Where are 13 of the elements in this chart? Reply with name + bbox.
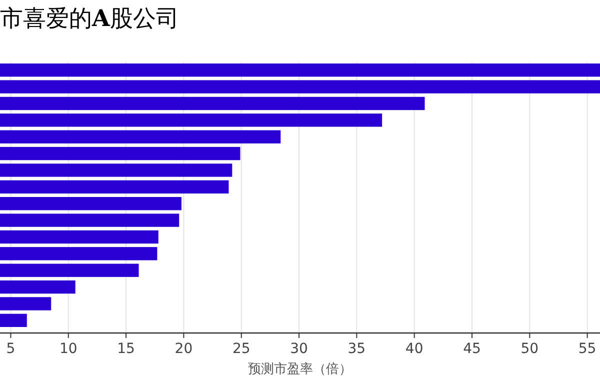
chart-title: 市喜爱的A股公司	[0, 5, 179, 32]
x-tick-label: 40	[405, 341, 424, 357]
x-axis-title: 预测市盈率（倍）	[248, 361, 352, 377]
x-tick-label: 25	[232, 341, 250, 357]
x-tick-label: 5	[6, 341, 16, 357]
x-tick-label: 45	[463, 341, 481, 357]
x-tick-label: 35	[348, 341, 366, 357]
x-tick-label: 55	[578, 341, 596, 357]
x-tick-label: 10	[59, 341, 78, 357]
x-tick-label: 20	[174, 341, 193, 357]
x-tick-label: 50	[520, 341, 539, 357]
x-tick-label: 30	[290, 341, 308, 357]
x-tick-label: 15	[117, 341, 135, 357]
